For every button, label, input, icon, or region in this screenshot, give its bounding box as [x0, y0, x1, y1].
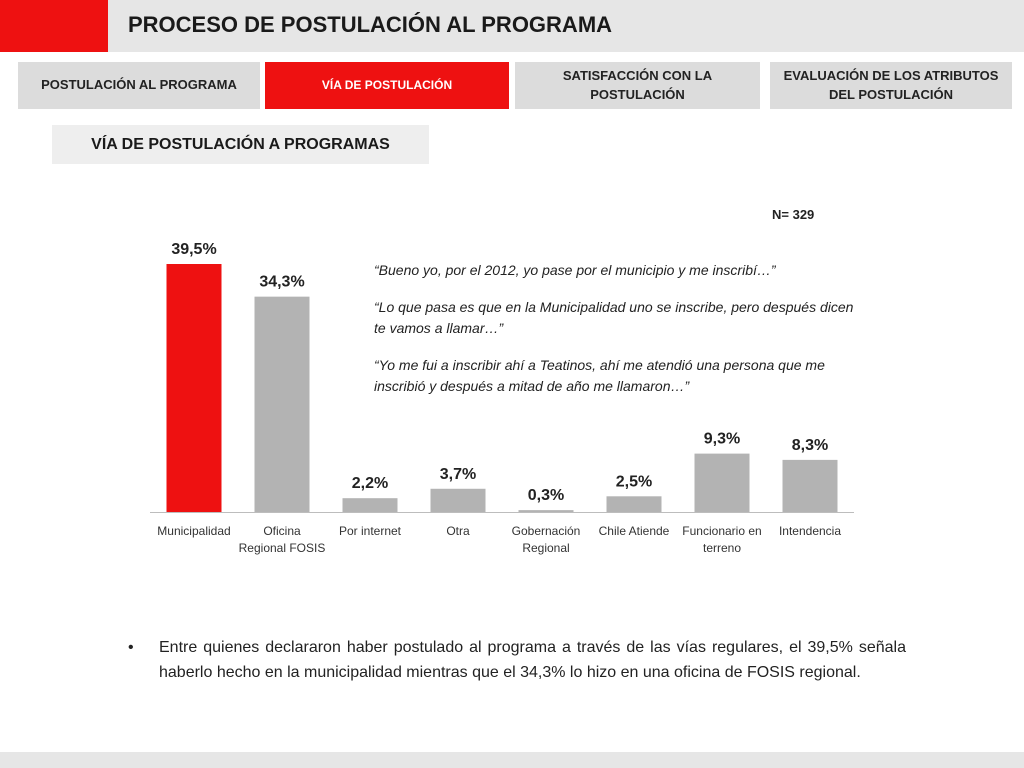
category-label-1: Oficina Regional FOSIS: [239, 524, 326, 555]
sample-size-label: N= 329: [772, 207, 815, 222]
bar-0: [166, 264, 222, 512]
tab-via-de-postulacion[interactable]: VÍA DE POSTULACIÓN: [265, 62, 509, 109]
bar-7: [782, 459, 838, 512]
data-label-1: 34,3%: [259, 274, 304, 291]
category-label-4: Gobernación Regional: [512, 524, 581, 555]
data-label-5: 2,5%: [616, 473, 652, 490]
quote-3: “Yo me fui a inscribir ahí a Teatinos, a…: [374, 357, 825, 394]
quotes-block: “Bueno yo, por el 2012, yo pase por el m…: [374, 260, 864, 413]
bar-chart: 39,5% Municipalidad 34,3% Oficina Regional F…: [150, 241, 854, 555]
summary-text: Entre quienes declararon haber postulado…: [159, 639, 906, 681]
summary-bullet: • Entre quienes declararon haber postula…: [128, 636, 906, 686]
section-title: VÍA DE POSTULACIÓN A PROGRAMAS: [52, 125, 429, 164]
bar-3: [430, 488, 486, 512]
bar-4: [518, 510, 574, 512]
quote-2: “Lo que pasa es que en la Municipalidad …: [374, 299, 854, 336]
data-label-6: 9,3%: [704, 431, 740, 448]
data-label-2: 2,2%: [352, 475, 388, 492]
bar-5: [606, 496, 662, 512]
category-label-5: Chile Atiende: [599, 524, 670, 538]
page-title: PROCESO DE POSTULACIÓN AL PROGRAMA: [128, 12, 613, 37]
bar-2: [342, 498, 398, 512]
data-label-3: 3,7%: [440, 466, 476, 483]
bar-6: [694, 453, 750, 512]
category-label-7: Intendencia: [779, 524, 841, 538]
category-label-6: Funcionario en terreno: [682, 524, 761, 555]
category-label-0: Municipalidad: [157, 524, 230, 538]
tab-evaluacion-de-los-atributos[interactable]: EVALUACIÓN DE LOS ATRIBUTOS DEL POSTULAC…: [770, 62, 1012, 109]
footer-bar: [0, 752, 1024, 768]
bullet-icon: •: [128, 639, 134, 656]
bar-1: [254, 296, 310, 512]
quote-1: “Bueno yo, por el 2012, yo pase por el m…: [374, 262, 776, 278]
category-label-3: Otra: [446, 524, 470, 538]
tab-postulacion-al-programa[interactable]: POSTULACIÓN AL PROGRAMA: [18, 62, 260, 109]
header-bar: [0, 0, 1024, 52]
category-label-2: Por internet: [339, 524, 402, 538]
data-label-4: 0,3%: [528, 487, 564, 504]
tab-satisfaccion-con-la-postulacion[interactable]: SATISFACCIÓN CON LA POSTULACIÓN: [515, 62, 760, 109]
header-accent-block: [0, 0, 108, 52]
data-label-0: 39,5%: [171, 241, 216, 258]
data-label-7: 8,3%: [792, 437, 828, 454]
